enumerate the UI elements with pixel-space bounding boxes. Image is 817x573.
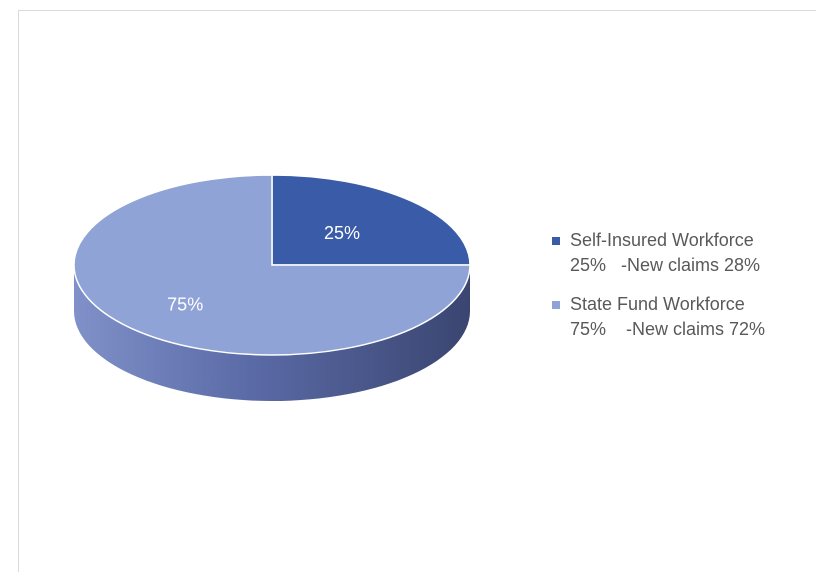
pie-data-labels: 25% 75% [167,223,360,314]
pie-side-face [74,265,470,401]
legend-detail-state-fund: 75% -New claims 72% [570,319,766,339]
legend-label-self-insured: Self-Insured Workforce [570,230,754,250]
legend-detail-self-insured: 25% -New claims 28% [570,255,761,275]
legend-entry-self-insured: Self-Insured Workforce 25% -New claims 2… [552,228,812,278]
pie-slice-1 [73,174,471,356]
pie-data-label-0: 25% [324,223,360,243]
legend-entry-state-fund: State Fund Workforce 75% -New claims 72% [552,292,812,342]
pie-top [73,174,471,356]
pie-slice-0 [271,174,471,266]
legend-swatch-self-insured [552,237,560,245]
legend-label-state-fund: State Fund Workforce [570,294,745,314]
pie-side-wall [74,265,470,401]
chart-frame [18,10,816,572]
pie-data-label-1: 75% [167,294,203,314]
legend: Self-Insured Workforce 25% -New claims 2… [552,228,812,356]
legend-swatch-state-fund [552,301,560,309]
